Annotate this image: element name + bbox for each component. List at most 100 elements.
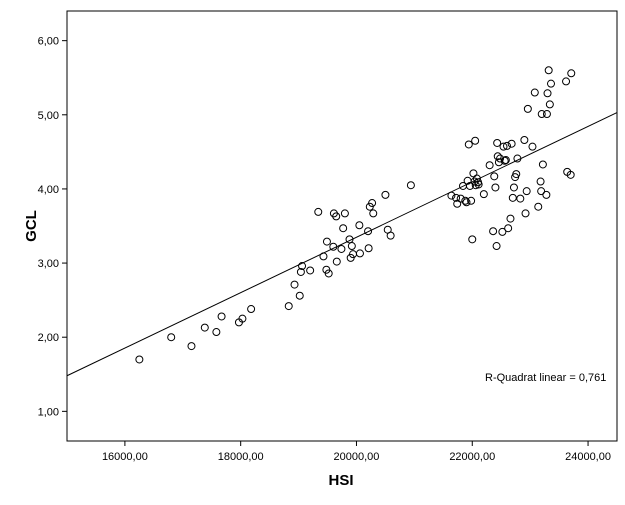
data-point [332,212,341,221]
data-point [314,207,323,216]
data-point [467,196,476,205]
data-point [547,79,555,88]
data-point [479,190,488,199]
data-point [364,244,373,253]
data-point [290,280,299,289]
data-point [322,237,331,246]
data-point [491,183,500,192]
data-point [337,244,346,253]
data-point [562,77,571,86]
data-point [496,154,505,163]
data-point [567,69,576,78]
data-point [485,161,494,170]
y-tick-label: 1,00 [38,406,59,418]
data-point [506,214,515,223]
data-point [504,224,513,233]
data-point [489,227,498,236]
data-point [347,242,356,251]
data-point [509,183,518,192]
data-point [499,142,508,151]
data-point [187,342,196,351]
x-axis: 16000,00 18000,00 20000,00 22000,00 24000,00 [102,441,611,463]
data-point [542,190,551,199]
data-point [494,158,503,167]
data-point [135,355,144,364]
data-point [355,221,364,230]
data-points [135,66,576,364]
x-tick-label: 18000,00 [218,451,264,463]
data-point [364,227,373,236]
data-point [472,174,481,183]
data-point [298,262,307,271]
data-point [513,154,522,163]
data-point [284,302,293,311]
data-point [493,138,502,147]
y-tick-label: 2,00 [38,332,59,344]
data-point [507,139,516,148]
y-axis-title: GCL [23,210,40,242]
data-point [200,323,209,332]
y-tick-label: 5,00 [38,110,59,122]
data-point [462,198,471,207]
data-point [461,196,470,205]
x-tick-label: 22000,00 [449,451,495,463]
data-point [369,209,378,218]
data-point [493,152,502,161]
data-point [355,249,364,258]
x-tick-label: 20000,00 [334,451,380,463]
data-point [566,170,575,179]
data-point [295,291,304,300]
data-point [324,269,333,278]
data-point [530,88,539,97]
data-point [452,193,461,202]
data-point [508,193,517,202]
data-point [503,141,511,150]
data-point [212,328,221,337]
y-tick-label: 4,00 [38,184,59,196]
data-point [238,314,247,323]
data-point [474,180,483,189]
x-axis-title: HSI [328,472,353,489]
data-point [381,190,390,199]
x-tick-label: 24000,00 [565,451,611,463]
data-point [329,242,338,251]
data-point [464,140,473,149]
data-point [542,110,551,119]
data-point [492,242,501,251]
data-point [490,172,499,181]
data-point [465,181,474,190]
data-point [543,89,552,98]
data-point [340,209,349,218]
data-point [498,227,507,236]
data-point [537,187,546,196]
data-point [521,209,530,218]
y-tick-label: 6,00 [38,36,59,48]
data-point [306,266,315,275]
data-point [544,66,553,75]
data-point [516,194,525,203]
data-point [339,224,348,233]
data-point [471,136,480,145]
data-point [538,160,547,169]
data-point [500,156,509,165]
y-tick-label: 3,00 [38,258,59,270]
data-point [167,333,176,342]
data-point [528,142,537,151]
data-point [536,177,545,186]
y-axis: 1,00 2,00 3,00 4,00 5,00 6,00 [38,36,67,418]
data-point [534,202,543,211]
r-squared-annotation: R-Quadrat linear = 0,761 [485,372,606,384]
data-point [456,194,465,203]
data-point [523,104,532,113]
data-point [520,136,529,144]
data-point [501,156,510,165]
data-point [386,231,395,240]
data-point [332,257,341,266]
regression-line [66,112,618,377]
data-point [468,235,477,244]
data-point [537,110,546,119]
x-tick-label: 16000,00 [102,451,148,463]
data-point [447,191,456,200]
